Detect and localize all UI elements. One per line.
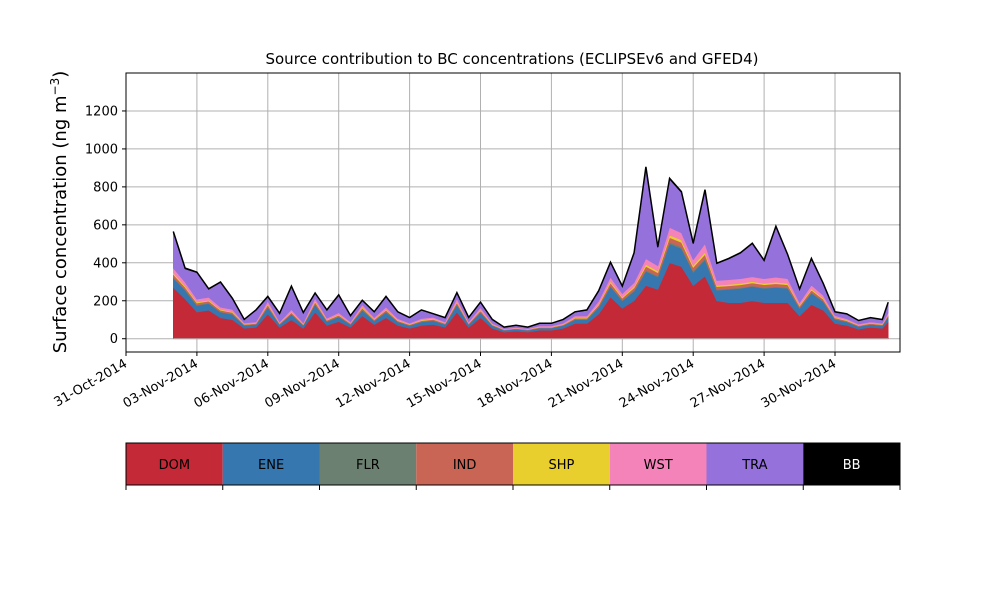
legend: DOM ENE FLR IND SHP WST TRA BB — [125, 442, 901, 490]
legend-swatch-flr — [319, 443, 417, 485]
x-tick-label: 15-Nov-2014 — [404, 356, 484, 411]
grid — [125, 73, 900, 352]
x-tick-label: 31-Oct-2014 — [52, 356, 130, 410]
y-axis-label: Surface concentration (ng m−3) — [48, 71, 71, 354]
legend-swatch-bb — [803, 443, 900, 485]
legend-label-bb: BB — [843, 458, 861, 473]
x-tick-label: 27-Nov-2014 — [688, 356, 768, 411]
y-tick-label: 1000 — [85, 142, 118, 157]
x-tick-label: 30-Nov-2014 — [759, 356, 839, 411]
legend-label-ene: ENE — [258, 458, 284, 473]
stacked-areas — [172, 166, 889, 340]
x-tick-label: 09-Nov-2014 — [262, 356, 342, 411]
y-tick-label: 600 — [93, 218, 118, 233]
legend-swatch-ene — [222, 443, 320, 485]
legend-label-dom: DOM — [159, 458, 190, 473]
legend-label-wst: WST — [644, 458, 673, 473]
x-tick-label: 24-Nov-2014 — [617, 356, 697, 411]
legend-swatch-dom — [126, 443, 223, 485]
legend-label-flr: FLR — [356, 458, 380, 473]
legend-label-shp: SHP — [548, 458, 574, 473]
y-axis-label-exponent: −3 — [48, 78, 62, 96]
y-axis-label-main: Surface concentration (ng m — [50, 95, 71, 353]
legend-label-ind: IND — [453, 458, 477, 473]
x-tick-label: 03-Nov-2014 — [121, 356, 201, 411]
legend-swatch-shp — [513, 443, 610, 485]
total-outline — [172, 166, 889, 328]
legend-swatch-tra — [706, 443, 804, 485]
x-tick-label: 12-Nov-2014 — [333, 356, 413, 411]
y-tick-label: 1200 — [85, 104, 118, 119]
y-tick-label: 0 — [110, 332, 118, 347]
x-tick-label: 21-Nov-2014 — [546, 356, 626, 411]
y-tick-label: 200 — [93, 294, 118, 309]
x-tick-label: 18-Nov-2014 — [475, 356, 555, 411]
legend-label-tra: TRA — [741, 458, 767, 473]
y-tick-label: 800 — [93, 180, 118, 195]
chart-title: Source contribution to BC concentrations… — [265, 50, 758, 68]
legend-swatch-ind — [416, 443, 513, 485]
y-axis-label-suffix: ) — [50, 71, 71, 78]
legend-swatch-wst — [609, 443, 707, 485]
x-tick-label: 06-Nov-2014 — [192, 356, 272, 411]
y-tick-label: 400 — [93, 256, 118, 271]
plot-frame — [125, 72, 901, 353]
